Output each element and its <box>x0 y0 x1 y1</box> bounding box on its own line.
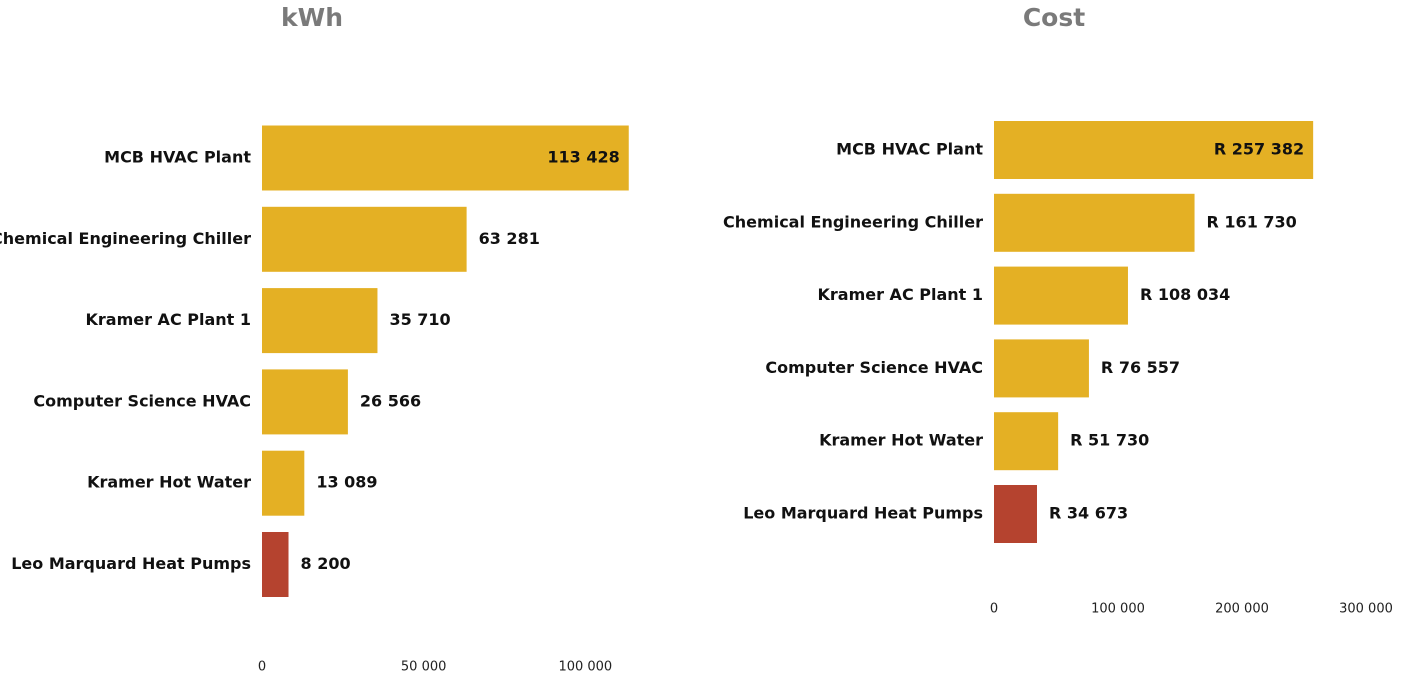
value-label: 26 566 <box>360 391 421 410</box>
category-label: Kramer AC Plant 1 <box>85 310 251 329</box>
category-label: Kramer Hot Water <box>87 473 251 492</box>
value-label: 13 089 <box>316 473 377 492</box>
category-label: Kramer AC Plant 1 <box>817 285 983 304</box>
category-label: Chemical Engineering Chiller <box>0 229 251 248</box>
category-label: Computer Science HVAC <box>765 358 983 377</box>
bar <box>994 266 1128 325</box>
value-label: R 257 382 <box>1214 140 1304 159</box>
value-label: 63 281 <box>479 229 540 248</box>
category-label: Leo Marquard Heat Pumps <box>743 504 983 523</box>
x-tick-label: 0 <box>990 602 998 617</box>
value-label: R 34 673 <box>1049 504 1128 523</box>
category-label: MCB HVAC Plant <box>104 148 251 167</box>
bar <box>262 288 378 354</box>
x-tick-label: 100 000 <box>558 660 612 675</box>
bar <box>994 485 1037 543</box>
bar <box>262 206 467 272</box>
bar <box>262 369 348 435</box>
bar <box>262 450 305 516</box>
x-tick-label: 50 000 <box>401 660 447 675</box>
value-label: 35 710 <box>389 310 450 329</box>
x-tick-label: 0 <box>258 660 266 675</box>
value-label: R 161 730 <box>1207 212 1297 231</box>
bar <box>994 121 1314 179</box>
x-tick-label: 300 000 <box>1339 602 1393 617</box>
chart-title: kWh <box>281 3 343 32</box>
category-label: Chemical Engineering Chiller <box>723 212 983 231</box>
bar <box>262 125 629 191</box>
bar <box>262 532 289 597</box>
bar <box>994 193 1195 252</box>
bar <box>994 339 1089 398</box>
value-label: R 51 730 <box>1070 431 1149 450</box>
value-label: R 76 557 <box>1101 358 1180 377</box>
value-label: R 108 034 <box>1140 285 1230 304</box>
bar <box>994 412 1059 471</box>
value-label: 8 200 <box>301 554 351 573</box>
category-label: Leo Marquard Heat Pumps <box>11 554 251 573</box>
x-tick-label: 100 000 <box>1091 602 1145 617</box>
value-label: 113 428 <box>547 148 619 167</box>
category-label: MCB HVAC Plant <box>836 140 983 159</box>
category-label: Kramer Hot Water <box>819 431 983 450</box>
x-tick-label: 200 000 <box>1215 602 1269 617</box>
category-label: Computer Science HVAC <box>33 391 251 410</box>
chart-title: Cost <box>1023 3 1085 32</box>
